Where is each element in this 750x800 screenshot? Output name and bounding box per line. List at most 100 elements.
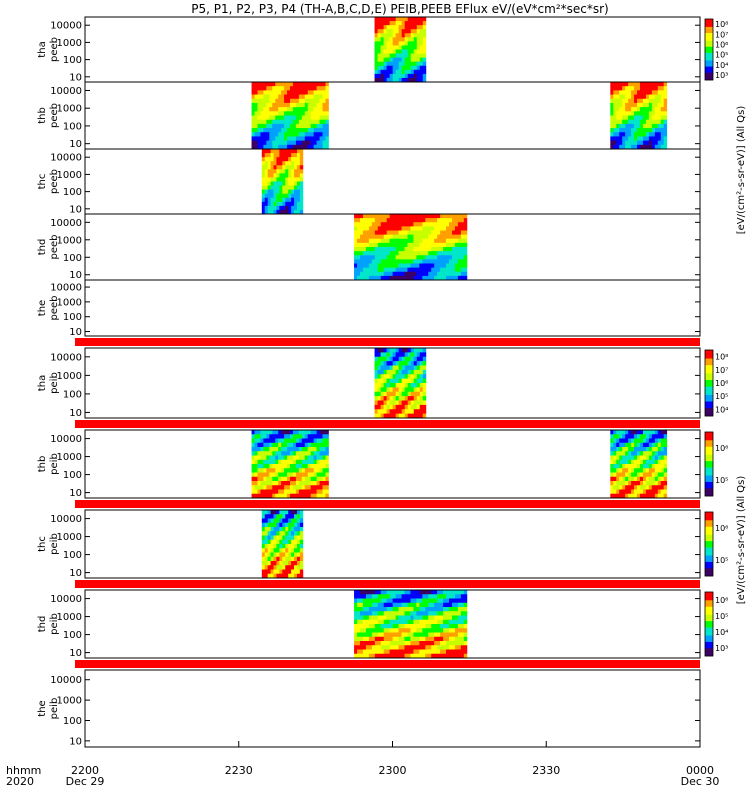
spectrogram-cell	[660, 430, 665, 435]
spectrogram-cell	[296, 201, 301, 207]
spectrogram-cell	[463, 607, 468, 612]
spectrogram-cell	[651, 472, 656, 478]
spectrogram-cell	[264, 181, 269, 186]
spectrogram-cell	[625, 90, 629, 95]
spectrogram-cell	[354, 602, 358, 608]
spectrogram-cell	[413, 636, 417, 642]
spectrogram-cell	[319, 111, 323, 116]
spectrogram-cell	[290, 451, 294, 456]
spectrogram-cell	[642, 119, 647, 125]
spectrogram-cell	[362, 611, 367, 616]
colorbar-swatch	[705, 457, 713, 460]
spectrogram-cell	[616, 115, 620, 121]
spectrogram-cell	[642, 451, 647, 456]
spectrogram-cell	[291, 209, 295, 215]
spectrogram-cell	[377, 21, 381, 26]
spectrogram-cell	[270, 561, 274, 566]
spectrogram-cell	[639, 136, 644, 142]
spectrogram-cell	[301, 493, 306, 499]
spectrogram-cell	[631, 485, 635, 490]
spectrogram-cell	[648, 82, 653, 87]
spectrogram-cell	[431, 602, 435, 608]
spectrogram-cell	[296, 177, 301, 182]
spectrogram-cell	[269, 468, 273, 473]
spectrogram-cell	[428, 251, 432, 256]
spectrogram-cell	[354, 238, 358, 244]
spectrogram-cell	[368, 267, 373, 273]
colorbar-swatch	[705, 459, 713, 462]
spectrogram-cell	[264, 173, 269, 178]
spectrogram-cell	[407, 251, 411, 256]
spectrogram-cell	[434, 242, 438, 248]
spectrogram-cell	[431, 251, 435, 256]
spectrogram-cell	[251, 481, 255, 486]
spectrogram-cell	[460, 624, 465, 629]
colorbar-swatch	[705, 470, 713, 473]
spectrogram-cell	[404, 238, 408, 244]
spectrogram-cell	[631, 476, 635, 482]
spectrogram-cell	[401, 348, 406, 353]
spectrogram-cell	[360, 607, 364, 612]
spectrogram-cell	[625, 123, 629, 129]
spectrogram-cell	[401, 57, 406, 63]
spectrogram-cell	[428, 275, 432, 281]
spectrogram-cell	[287, 102, 291, 108]
spectrogram-cell	[613, 447, 617, 452]
spectrogram-cell	[292, 485, 297, 490]
spectrogram-cell	[389, 611, 394, 616]
spectrogram-cell	[663, 136, 668, 142]
spectrogram-cell	[628, 98, 632, 104]
spectrogram-cell	[357, 611, 361, 616]
spectrogram-cell	[278, 485, 282, 490]
spectrogram-cell	[285, 535, 289, 541]
spectrogram-cell	[407, 57, 412, 63]
spectrogram-cell	[625, 94, 629, 100]
spectrogram-cell	[416, 226, 420, 231]
spectrogram-cell	[254, 459, 258, 465]
spectrogram-cell	[365, 632, 370, 638]
spectrogram-cell	[275, 459, 279, 465]
colorbar-tick-label: 10⁶	[715, 40, 728, 49]
spectrogram-cell	[631, 464, 635, 469]
spectrogram-cell	[434, 602, 438, 608]
spectrogram-cell	[257, 468, 261, 473]
spectrogram-cell	[386, 383, 391, 388]
spectrogram-cell	[285, 193, 289, 199]
spectrogram-cell	[285, 527, 289, 532]
spectrogram-cell	[287, 459, 291, 465]
spectrogram-cell	[325, 493, 329, 499]
spectrogram-cell	[254, 447, 258, 452]
spectrogram-cell	[625, 485, 629, 490]
colorbar-swatch	[705, 438, 713, 441]
spectrogram-cell	[365, 234, 370, 240]
spectrogram-cell	[287, 481, 291, 486]
spectrogram-cell	[431, 242, 435, 248]
spectrogram-cell	[272, 111, 276, 116]
colorbar-swatch	[705, 72, 713, 75]
spectrogram-cell	[449, 226, 453, 231]
spectrogram-cell	[425, 611, 429, 616]
spectrogram-cell	[371, 611, 376, 616]
spectrogram-cell	[386, 247, 391, 252]
spectrogram-cell	[401, 396, 406, 401]
spectrogram-cell	[416, 391, 421, 397]
spectrogram-cell	[413, 619, 417, 625]
spectrogram-cell	[622, 476, 626, 482]
spectrogram-cell	[267, 173, 271, 178]
spectrogram-cell	[446, 598, 450, 604]
spectrogram-cell	[322, 128, 326, 133]
spectrogram-cell	[270, 510, 274, 515]
spectrogram-cell	[425, 222, 429, 227]
spectrogram-cell	[401, 594, 405, 599]
panel-label-product: peib	[49, 533, 60, 555]
spectrogram-cell	[422, 41, 427, 46]
spectrogram-cell	[407, 271, 411, 277]
spectrogram-cell	[288, 514, 292, 519]
colorbar-tick-label: 10⁶	[715, 379, 728, 388]
spectrogram-cell	[282, 531, 286, 536]
spectrogram-cell	[275, 144, 279, 150]
spectrogram-cell	[392, 259, 396, 264]
spectrogram-cell	[446, 590, 450, 595]
spectrogram-cell	[362, 624, 367, 629]
spectrogram-cell	[660, 86, 665, 91]
